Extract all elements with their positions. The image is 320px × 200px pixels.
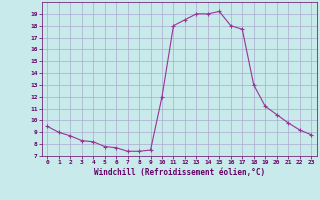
X-axis label: Windchill (Refroidissement éolien,°C): Windchill (Refroidissement éolien,°C)	[94, 168, 265, 177]
